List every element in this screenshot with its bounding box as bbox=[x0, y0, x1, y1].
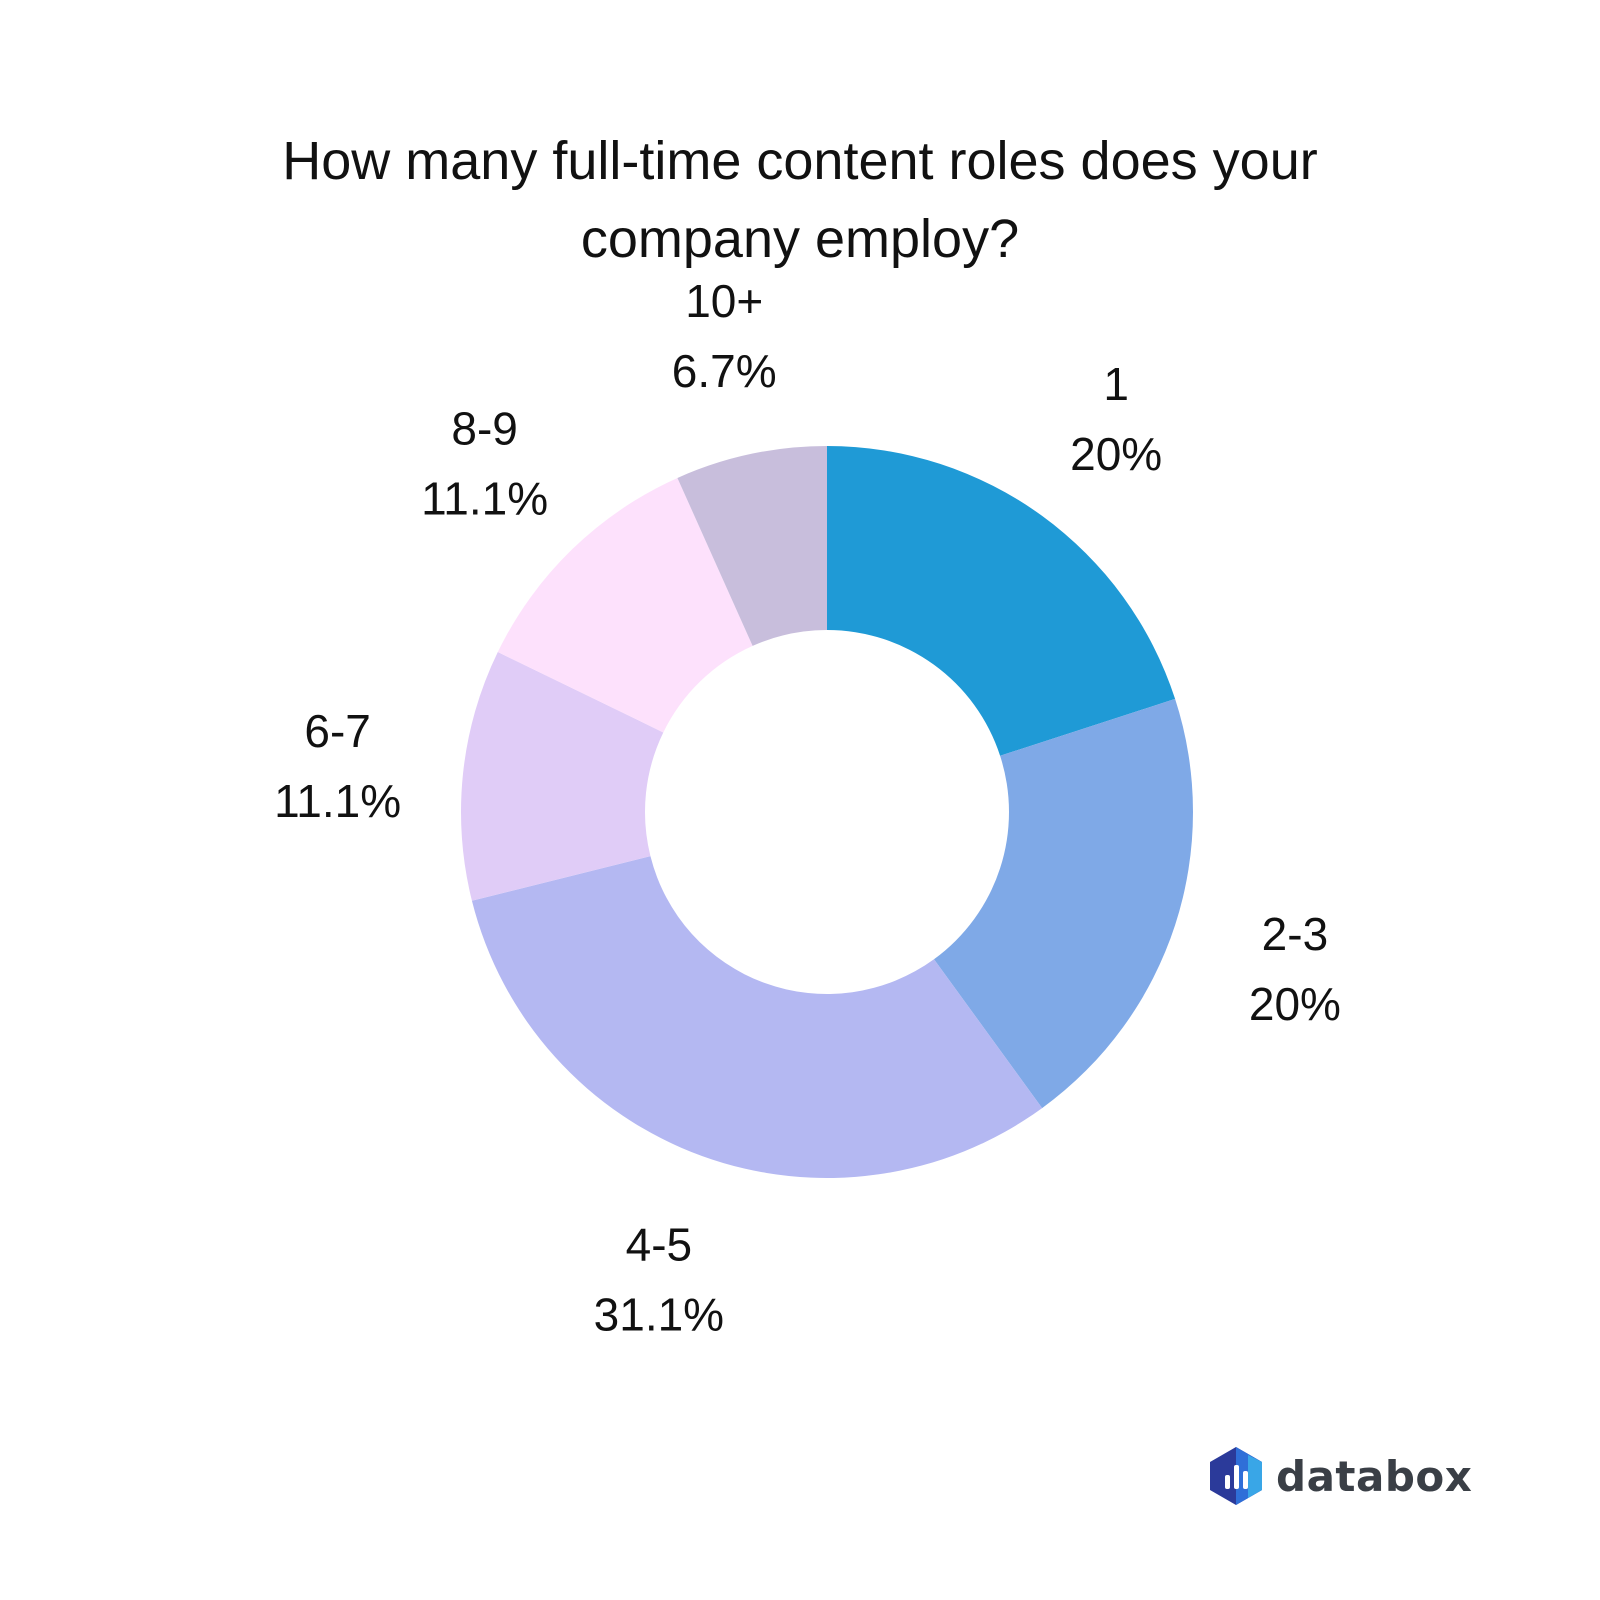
slice-label-10plus: 10+ bbox=[685, 275, 763, 327]
databox-logo: databox bbox=[1208, 1444, 1472, 1508]
slice-value-1: 20% bbox=[1070, 428, 1162, 480]
slice-value-6-7: 11.1% bbox=[274, 775, 401, 827]
slice-value-8-9: 11.1% bbox=[421, 473, 548, 525]
databox-wordmark: databox bbox=[1276, 1451, 1473, 1501]
donut-slices bbox=[461, 446, 1193, 1178]
donut-slice-10plus bbox=[677, 446, 827, 646]
slice-labels: 1 20% 2-3 20% 4-5 31.1% 6-7 11.1% 8-9 11.1% 10+ 6.7… bbox=[274, 275, 1341, 1341]
chart-title: How many full-time content roles does yo… bbox=[282, 131, 1318, 269]
slice-label-2-3: 2-3 bbox=[1262, 908, 1328, 960]
slice-value-10plus: 6.7% bbox=[672, 345, 777, 397]
donut-slice-2-3 bbox=[933, 698, 1193, 1109]
donut-slice-1 bbox=[827, 446, 1176, 756]
slice-value-2-3: 20% bbox=[1249, 978, 1341, 1030]
donut-slice-6-7 bbox=[461, 652, 664, 901]
slice-label-4-5: 4-5 bbox=[626, 1218, 692, 1270]
slice-label-8-9: 8-9 bbox=[451, 403, 517, 455]
slice-label-6-7: 6-7 bbox=[304, 705, 370, 757]
slice-value-4-5: 31.1% bbox=[594, 1288, 724, 1340]
databox-hexagon-bars-icon bbox=[1210, 1447, 1262, 1505]
donut-slice-8-9 bbox=[497, 477, 753, 733]
slice-label-1: 1 bbox=[1103, 358, 1129, 410]
donut-slice-4-5 bbox=[471, 856, 1043, 1178]
